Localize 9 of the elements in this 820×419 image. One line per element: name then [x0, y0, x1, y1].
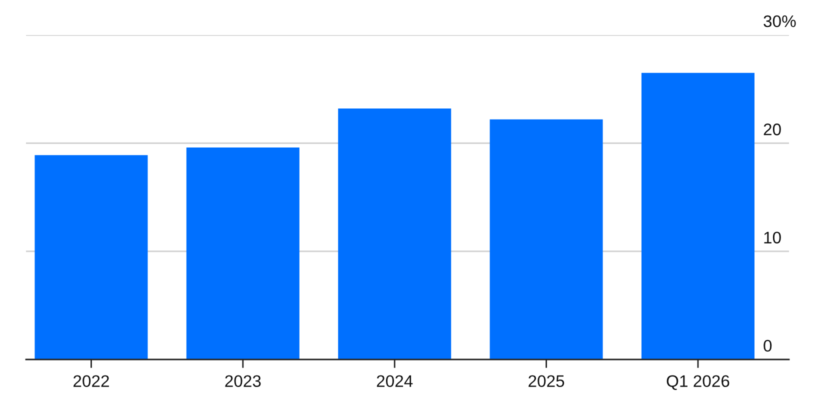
y-tick-label: 0 — [764, 340, 772, 352]
x-tick-label: 2025 — [528, 375, 564, 388]
x-tick-label: 2024 — [376, 375, 413, 388]
x-tick-label: Q1 2026 — [666, 375, 730, 390]
y-tick-label: 20 — [764, 124, 781, 136]
y-tick-label: 30% — [764, 15, 796, 28]
x-tick-label: 2022 — [74, 375, 109, 388]
y-tick-label: 10 — [764, 232, 781, 244]
x-tick-label: 2023 — [225, 375, 261, 388]
